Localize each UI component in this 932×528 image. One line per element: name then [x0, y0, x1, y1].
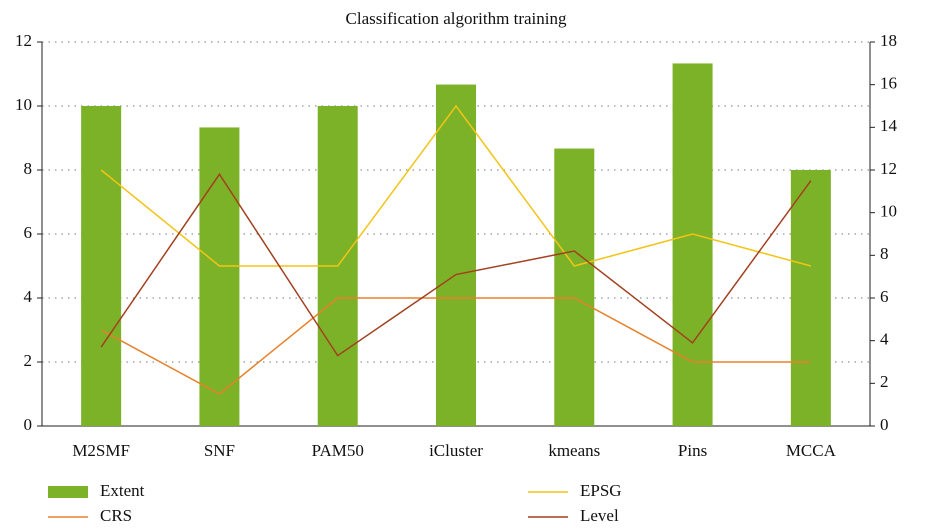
x-tick-label: Pins: [678, 441, 707, 460]
y2-tick-label: 6: [880, 287, 889, 306]
x-tick-label: SNF: [204, 441, 235, 460]
legend-label: CRS: [100, 506, 132, 525]
x-tick-label: PAM50: [312, 441, 364, 460]
y2-tick-label: 8: [880, 244, 889, 263]
y2-tick-label: 0: [880, 415, 889, 434]
y2-tick-label: 18: [880, 31, 897, 50]
line-series: [100, 297, 811, 395]
x-tick-label: MCCA: [786, 441, 837, 460]
y2-tick-label: 16: [880, 74, 897, 93]
line-series: [100, 104, 812, 267]
bar: [672, 63, 713, 426]
y2-tick-label: 4: [880, 330, 889, 349]
legend-label: Extent: [100, 481, 145, 500]
x-tick-label: iCluster: [429, 441, 483, 460]
y2-tick-label: 12: [880, 159, 897, 178]
y-tick-label: 2: [24, 351, 33, 370]
y-tick-label: 6: [24, 223, 33, 242]
line-series: [100, 172, 812, 357]
y-tick-label: 8: [24, 159, 33, 178]
x-tick-label: kmeans: [548, 441, 600, 460]
legend-swatch: [48, 486, 88, 498]
y2-tick-label: 10: [880, 202, 897, 221]
bar: [790, 170, 831, 426]
y2-tick-label: 2: [880, 372, 889, 391]
bar: [199, 127, 240, 426]
x-tick-label: M2SMF: [72, 441, 130, 460]
y2-tick-label: 14: [880, 116, 898, 135]
legend-label: EPSG: [580, 481, 622, 500]
y-tick-label: 10: [15, 95, 32, 114]
bar: [81, 106, 122, 426]
y-tick-label: 4: [24, 287, 33, 306]
bar: [554, 148, 595, 426]
y-tick-label: 12: [15, 31, 32, 50]
y-tick-label: 0: [24, 415, 33, 434]
chart-title: Classification algorithm training: [346, 9, 567, 28]
legend-label: Level: [580, 506, 619, 525]
bar: [436, 84, 476, 426]
